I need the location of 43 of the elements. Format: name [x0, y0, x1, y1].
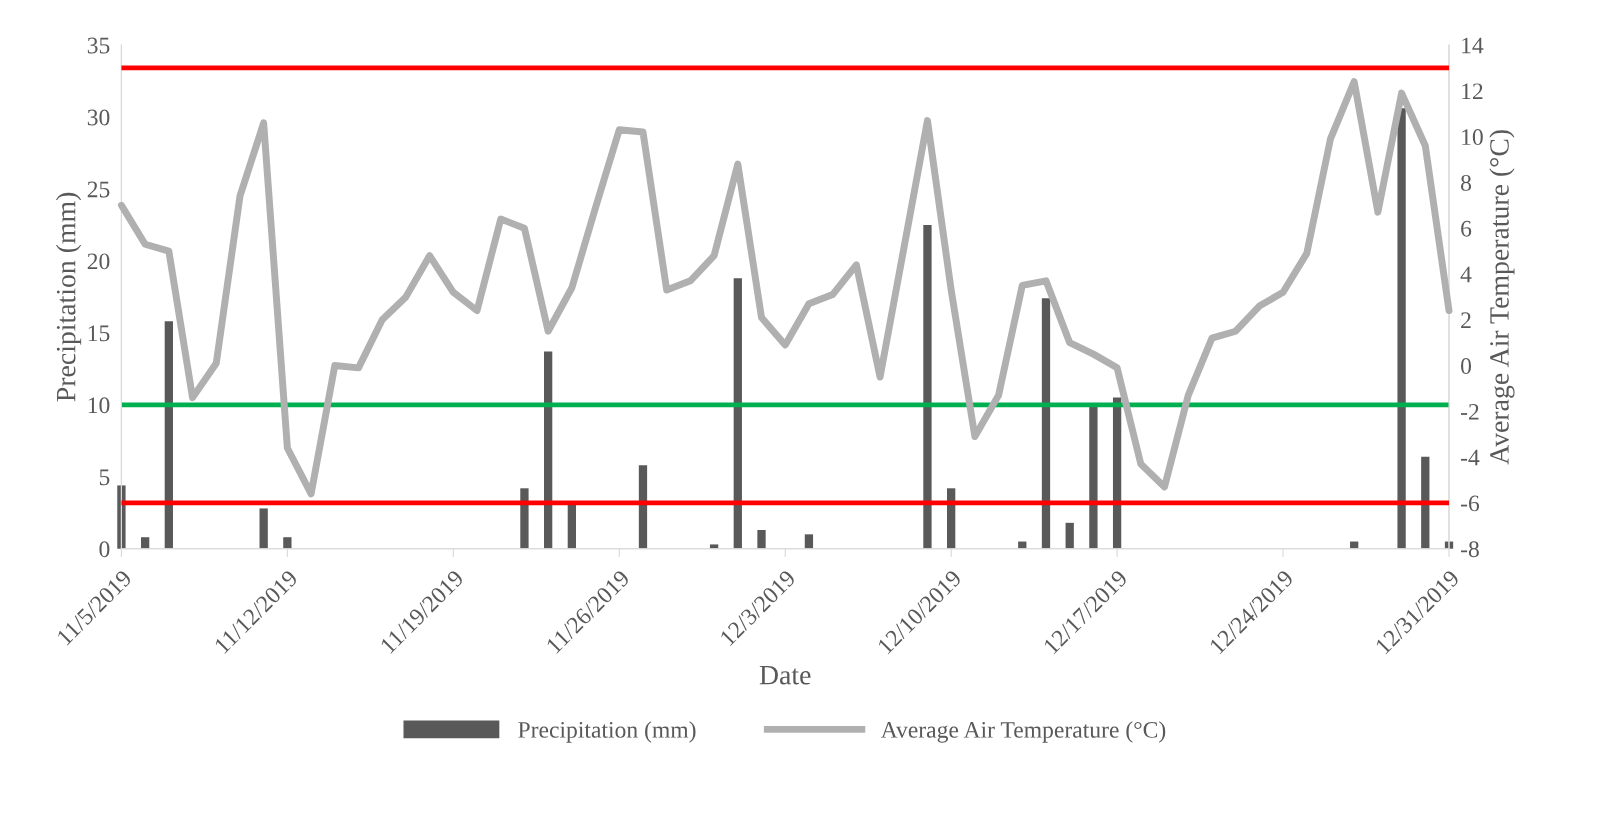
y-axis-title: Precipitation (mm) — [55, 192, 82, 402]
legend-label: Average Air Temperature (°C) — [880, 721, 1166, 743]
y-tick-label: 15 — [88, 325, 110, 342]
bar — [567, 504, 576, 549]
y-tick-label: 30 — [87, 109, 110, 126]
y-tick-label: 35 — [87, 37, 110, 54]
bar — [1421, 456, 1430, 549]
bar — [283, 537, 292, 549]
bar — [117, 485, 126, 549]
y2-tick-label: 4 — [1460, 266, 1472, 283]
y2-tick-label: 0 — [1461, 358, 1472, 374]
bar — [733, 278, 742, 549]
y2-tick-label: 10 — [1462, 129, 1483, 146]
y-tick-label: 10 — [88, 397, 110, 414]
y-tick-label: 25 — [87, 181, 110, 198]
x-axis-title: Date — [759, 666, 811, 685]
y2-tick-label: 8 — [1461, 174, 1472, 191]
bar — [164, 321, 173, 549]
y-tick-label: 0 — [99, 541, 110, 558]
bar — [1397, 108, 1406, 549]
bar — [1112, 397, 1122, 549]
y2-tick-label: 12 — [1462, 83, 1483, 100]
legend-label: Precipitation (mm) — [518, 721, 696, 743]
y-tick-label: 5 — [99, 469, 110, 486]
bar — [544, 351, 553, 549]
y2-tick-label: -6 — [1460, 495, 1480, 512]
y2-tick-label: 14 — [1462, 37, 1484, 54]
y2-tick-label: -2 — [1460, 403, 1479, 420]
y2-tick-label: -4 — [1460, 449, 1480, 466]
y2-tick-label: 6 — [1461, 220, 1472, 237]
y2-axis-title: Average Air Temperature (°C) — [1489, 130, 1515, 465]
bar — [140, 537, 150, 549]
bar — [757, 530, 766, 549]
bar — [638, 465, 648, 549]
y2-tick-label: 2 — [1461, 312, 1471, 328]
y-tick-label: 20 — [87, 253, 110, 270]
bar — [804, 534, 814, 549]
bar — [520, 488, 529, 549]
bar — [923, 224, 932, 549]
bar — [1041, 298, 1051, 549]
bar — [1065, 522, 1074, 549]
y2-tick-label: -8 — [1460, 541, 1479, 558]
bar — [259, 508, 268, 549]
